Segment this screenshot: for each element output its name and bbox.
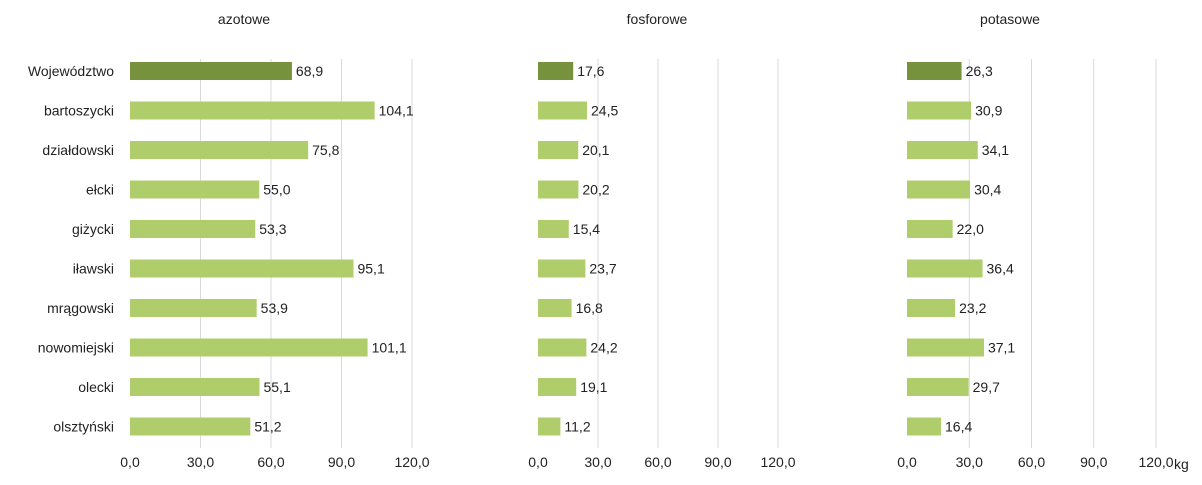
- fosforowe-bar: [538, 338, 587, 357]
- azotowe-value-label: 75,8: [312, 142, 339, 158]
- category-label: giżycki: [72, 221, 114, 237]
- potasowe-bar: [907, 417, 942, 436]
- potasowe-value-label: 37,1: [988, 340, 1015, 356]
- potasowe-bar: [907, 180, 971, 199]
- azotowe-value-label: 101,1: [372, 340, 407, 356]
- fosforowe-bar: [538, 417, 561, 436]
- fosforowe-value-label: 24,2: [590, 340, 617, 356]
- potasowe-value-label: 26,3: [966, 63, 993, 79]
- potasowe-value-label: 29,7: [973, 379, 1000, 395]
- potasowe-x-tick-label: 90,0: [1080, 454, 1107, 470]
- fosforowe-bar: [538, 259, 586, 278]
- potasowe-bar: [907, 259, 983, 278]
- potasowe-x-tick-label: 120,0: [1138, 454, 1173, 470]
- azotowe-x-tick-label: 0,0: [120, 454, 140, 470]
- category-label: bartoszycki: [44, 103, 114, 119]
- fosforowe-title: fosforowe: [627, 11, 688, 27]
- potasowe-bar: [907, 338, 984, 357]
- azotowe-value-label: 55,1: [263, 379, 290, 395]
- potasowe-unit-label: kg: [1174, 456, 1189, 472]
- azotowe-x-tick-label: 90,0: [328, 454, 355, 470]
- category-label: olecki: [78, 379, 114, 395]
- potasowe-x-tick-label: 0,0: [897, 454, 917, 470]
- fosforowe-bar: [538, 62, 574, 80]
- azotowe-x-tick-label: 120,0: [394, 454, 429, 470]
- fosforowe-x-tick-label: 90,0: [704, 454, 731, 470]
- potasowe-bar: [907, 220, 953, 238]
- category-label: Województwo: [28, 63, 114, 79]
- azotowe-bar: [130, 417, 251, 436]
- potasowe-bar: [907, 101, 972, 120]
- potasowe-value-label: 30,9: [975, 103, 1002, 119]
- fosforowe-x-tick-label: 60,0: [644, 454, 671, 470]
- fosforowe-x-tick-label: 30,0: [584, 454, 611, 470]
- fosforowe-x-tick-label: 0,0: [528, 454, 548, 470]
- azotowe-bar: [130, 101, 375, 120]
- azotowe-value-label: 51,2: [254, 419, 281, 435]
- fosforowe-value-label: 20,1: [582, 142, 609, 158]
- potasowe-bar: [907, 299, 956, 317]
- azotowe-bar: [130, 299, 257, 317]
- category-label: ełcki: [86, 182, 114, 198]
- potasowe-bar: [907, 378, 969, 396]
- azotowe-value-label: 53,3: [259, 221, 286, 237]
- fosforowe-bar: [538, 180, 579, 199]
- azotowe-title: azotowe: [218, 11, 270, 27]
- category-label: olsztyński: [53, 419, 114, 435]
- azotowe-bar: [130, 180, 260, 199]
- potasowe-title: potasowe: [980, 11, 1040, 27]
- azotowe-value-label: 68,9: [296, 63, 323, 79]
- category-label: działdowski: [42, 142, 114, 158]
- azotowe-x-tick-label: 30,0: [187, 454, 214, 470]
- azotowe-value-label: 53,9: [261, 300, 288, 316]
- potasowe-value-label: 23,2: [959, 300, 986, 316]
- azotowe-bar: [130, 338, 368, 357]
- potasowe-value-label: 30,4: [974, 182, 1001, 198]
- fosforowe-bar: [538, 220, 569, 238]
- fosforowe-value-label: 19,1: [580, 379, 607, 395]
- azotowe-value-label: 55,0: [263, 182, 290, 198]
- fosforowe-value-label: 11,2: [564, 419, 590, 435]
- potasowe-bar: [907, 62, 962, 80]
- fosforowe-value-label: 15,4: [573, 221, 600, 237]
- fosforowe-x-tick-label: 120,0: [760, 454, 795, 470]
- fosforowe-bar: [538, 378, 577, 396]
- azotowe-bar: [130, 378, 260, 396]
- azotowe-x-tick-label: 60,0: [257, 454, 284, 470]
- potasowe-value-label: 34,1: [982, 142, 1009, 158]
- fosforowe-value-label: 24,5: [591, 103, 618, 119]
- potasowe-x-tick-label: 30,0: [956, 454, 983, 470]
- azotowe-value-label: 104,1: [379, 103, 414, 119]
- fosforowe-value-label: 17,6: [577, 63, 604, 79]
- potasowe-value-label: 16,4: [945, 419, 972, 435]
- fosforowe-bar: [538, 141, 579, 159]
- fosforowe-value-label: 16,8: [576, 300, 603, 316]
- fosforowe-value-label: 20,2: [582, 182, 609, 198]
- category-label: mrągowski: [47, 300, 114, 316]
- category-label: iławski: [73, 261, 114, 277]
- azotowe-bar: [130, 220, 256, 238]
- azotowe-bar: [130, 141, 309, 159]
- fosforowe-value-label: 23,7: [589, 261, 616, 277]
- potasowe-value-label: 22,0: [957, 221, 984, 237]
- fosforowe-bar: [538, 299, 572, 317]
- potasowe-x-tick-label: 60,0: [1018, 454, 1045, 470]
- category-label: nowomiejski: [38, 340, 114, 356]
- azotowe-bar: [130, 62, 292, 80]
- fosforowe-bar: [538, 101, 587, 120]
- potasowe-value-label: 36,4: [987, 261, 1014, 277]
- azotowe-value-label: 95,1: [357, 261, 384, 277]
- potasowe-bar: [907, 141, 978, 159]
- azotowe-bar: [130, 259, 354, 278]
